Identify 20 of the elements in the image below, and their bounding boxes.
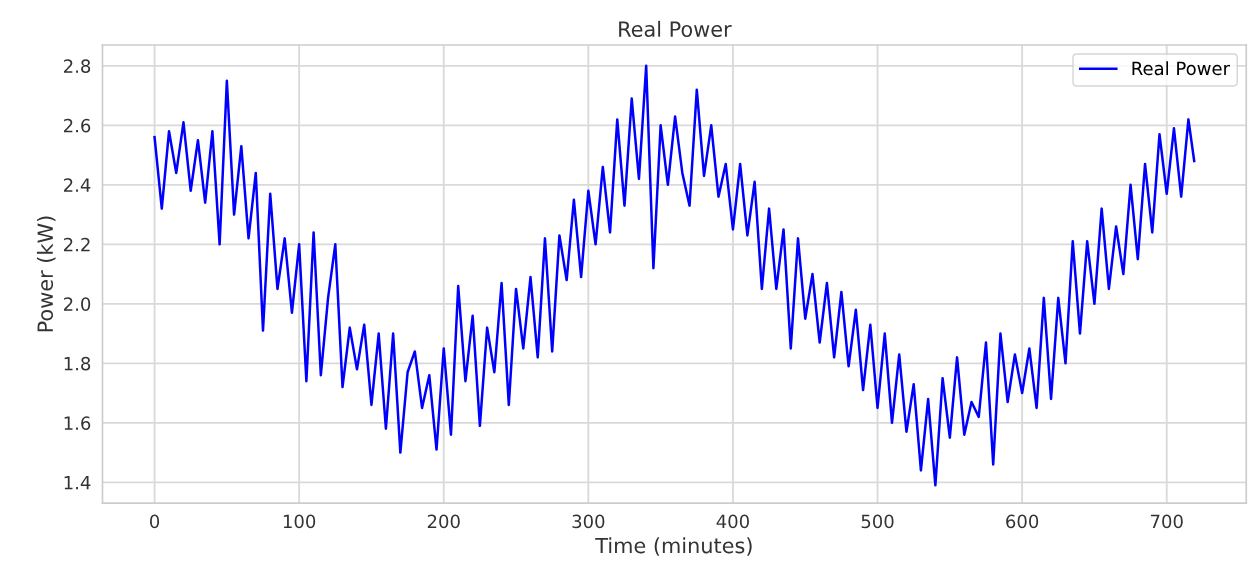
y-tick-label: 2.0	[64, 297, 91, 311]
legend-label: Real Power	[1132, 61, 1230, 76]
y-tick-label: 1.8	[64, 356, 91, 371]
y-tick-label: 1.4	[64, 476, 91, 490]
y-tick-label: 2.4	[64, 178, 91, 192]
x-tick-label: 500	[861, 514, 894, 529]
x-tick-label: 200	[427, 514, 460, 529]
y-tick-label: 2.2	[64, 237, 90, 252]
x-axis-title: Time (minutes)	[595, 537, 752, 556]
x-tick-label: 300	[572, 514, 605, 529]
y-tick-label: 2.6	[64, 118, 91, 133]
chart-title: Real Power	[619, 20, 732, 37]
x-tick-label: 0	[150, 514, 160, 529]
x-tick-label: 400	[716, 514, 749, 529]
x-tick-label: 100	[283, 514, 316, 529]
y-axis-title: Power (kW)	[36, 216, 56, 332]
x-tick-label: 700	[1150, 514, 1183, 529]
y-tick-label: 2.8	[64, 59, 91, 73]
x-tick-label: 600	[1006, 514, 1039, 529]
y-tick-label: 1.6	[64, 416, 91, 430]
